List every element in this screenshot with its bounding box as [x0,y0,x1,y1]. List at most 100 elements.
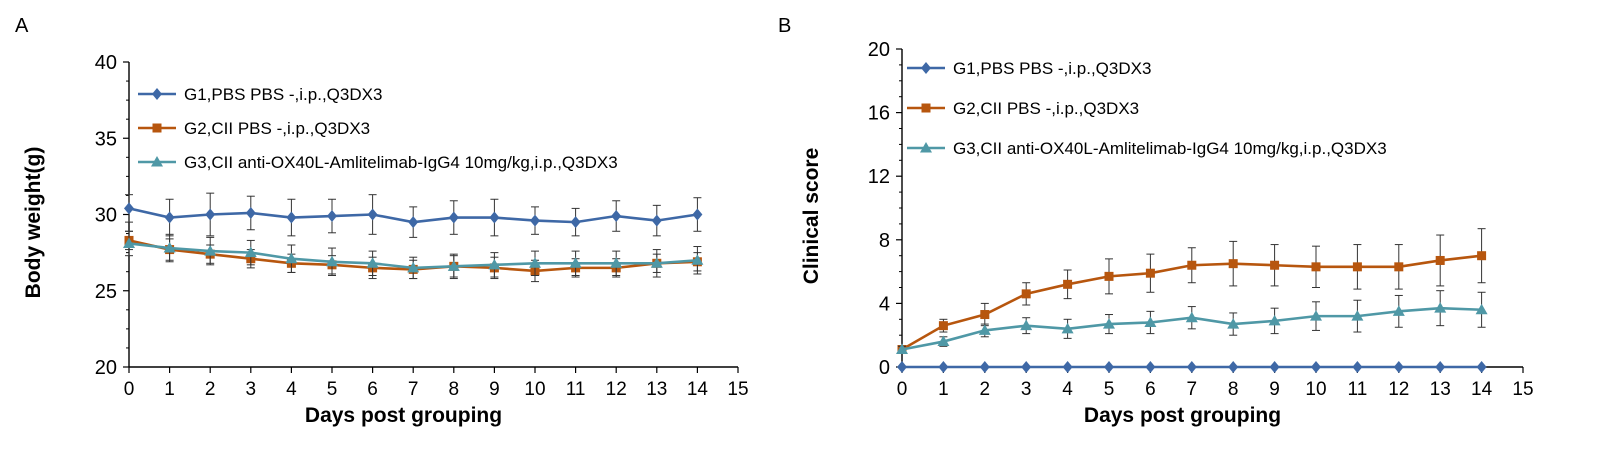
data-point-g3-day-5 [326,255,338,267]
data-point-g3-day-6 [366,257,379,268]
data-point-g3-day-11 [569,257,582,268]
x-tick-label: 3 [246,379,257,400]
series-3 [896,290,1488,355]
data-point-g2-day-2 [980,310,990,320]
data-point-g1-day-2 [979,361,990,373]
data-point-g1-day-7 [408,216,419,229]
data-point-g2-day-13 [1435,255,1445,265]
data-point-g3-day-14 [691,254,704,265]
x-tick-label: 10 [1305,379,1326,400]
data-point-g1-day-8 [1228,361,1239,373]
y-tick-label: 4 [879,293,890,315]
data-point-g1-day-2 [205,208,216,221]
data-point-g1-day-1 [938,361,949,373]
data-point-g2-day-1 [938,321,948,331]
legend-label: G1,PBS PBS -,i.p.,Q3DX3 [953,59,1151,78]
data-point-g1-day-1 [164,211,175,224]
x-tick-label: 0 [897,379,908,400]
data-point-g3-day-4 [1061,322,1074,334]
data-point-g3-day-13 [1434,302,1447,313]
data-point-g2-day-5 [1104,271,1114,281]
x-tick-label: 6 [1145,379,1156,400]
x-tick-label: 2 [980,379,991,400]
data-point-g1-day-12 [1393,361,1404,373]
x-tick-label: 4 [286,379,297,400]
data-point-g3-day-10 [1310,310,1322,321]
x-tick-label: 11 [1348,379,1368,400]
y-tick-label: 20 [868,39,890,61]
data-point-g3-day-3 [1020,319,1033,331]
x-axis-title: Days post grouping [305,404,502,427]
x-tick-label: 6 [367,379,378,400]
y-tick-label: 35 [95,128,117,150]
data-point-g1-day-10 [530,214,540,227]
data-point-g3-day-2 [204,245,217,256]
data-point-g1-day-8 [448,211,459,224]
legend-marker-square [152,123,162,133]
y-tick-label: 25 [95,281,117,303]
x-tick-label: 9 [1269,379,1280,400]
legend-label: G2,CII PBS -,i.p.,Q3DX3 [184,119,370,138]
data-point-g1-day-3 [245,206,256,219]
data-point-g1-day-7 [1186,361,1197,373]
data-point-g2-day-4 [1063,279,1073,289]
x-tick-label: 1 [938,379,949,400]
data-point-g2-day-14 [1477,251,1487,261]
data-point-g1-day-13 [651,214,662,227]
data-point-g3-day-10 [529,257,541,268]
y-tick-label: 0 [879,357,890,379]
x-tick-label: 3 [1021,379,1032,400]
data-point-g2-day-10 [1311,262,1321,272]
data-point-g2-day-12 [1394,262,1404,272]
legend-label: G3,CII anti-OX40L-Amlitelimab-IgG4 10mg/… [953,139,1387,158]
data-point-g3-day-11 [1351,310,1364,321]
series-1 [124,192,703,238]
legend-label: G2,CII PBS -,i.p.,Q3DX3 [953,99,1139,118]
legend-marker-diamond [152,88,162,100]
series-1 [897,361,1487,373]
legend-marker-triangle [920,142,932,153]
data-point-g3-day-12 [610,257,623,268]
data-point-g3-day-0 [896,343,908,355]
x-tick-label: 1 [164,379,175,400]
y-tick-label: 20 [95,357,117,379]
data-point-g2-day-3 [1021,289,1031,299]
data-point-g1-day-10 [1311,361,1321,373]
data-point-g3-day-0 [123,237,135,248]
legend-marker-triangle [151,156,163,167]
data-point-g3-day-12 [1392,305,1405,316]
series-3 [123,230,704,280]
data-point-g3-day-2 [978,324,991,335]
legend-label: G3,CII anti-OX40L-Amlitelimab-IgG4 10mg/… [184,153,618,172]
data-point-g3-day-9 [1268,314,1281,326]
legend-label: G1,PBS PBS -,i.p.,Q3DX3 [184,85,382,104]
legend: G1,PBS PBS -,i.p.,Q3DX3 G2,CII PBS -,i.p.… [907,59,1387,158]
data-point-g1-day-9 [489,211,500,224]
series-2 [897,228,1487,355]
x-tick-label: 11 [566,379,586,400]
data-point-g1-day-6 [1145,361,1156,373]
data-point-g3-day-1 [937,335,950,347]
data-point-g1-day-9 [1269,361,1280,373]
x-tick-label: 5 [327,379,338,400]
data-point-g1-day-14 [1476,361,1487,373]
data-point-g2-day-8 [1228,259,1238,269]
x-tick-label: 4 [1062,379,1073,400]
x-tick-label: 7 [408,379,419,400]
legend-marker-square [921,103,931,113]
data-point-g3-day-14 [1475,303,1488,315]
x-tick-label: 13 [646,379,667,400]
data-point-g1-day-5 [1104,361,1114,373]
data-point-g1-day-4 [1062,361,1073,373]
y-tick-label: 40 [95,52,117,74]
y-tick-label: 12 [868,166,890,188]
data-point-g3-day-9 [488,258,501,270]
data-point-g1-day-3 [1021,361,1032,373]
x-tick-label: 12 [1388,379,1409,400]
data-point-g3-day-3 [244,246,257,258]
panel-letter-a: A [15,15,29,37]
x-tick-label: 5 [1104,379,1115,400]
